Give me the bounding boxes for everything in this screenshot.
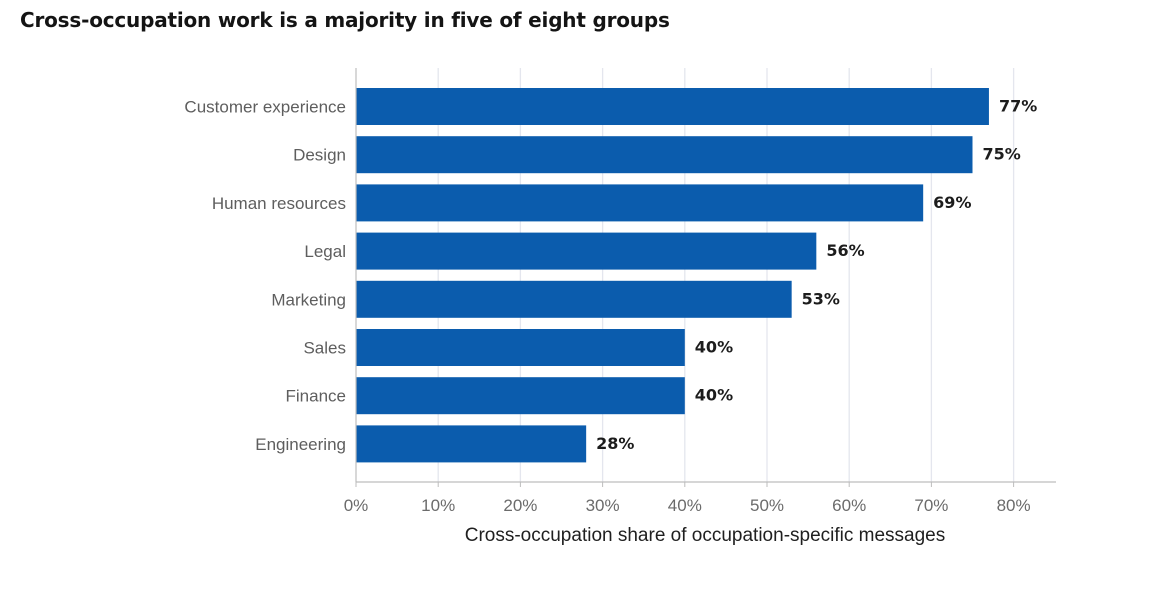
category-label: Human resources [212, 194, 346, 213]
chart-title: Cross-occupation work is a majority in f… [20, 8, 670, 32]
data-label: 53% [802, 289, 840, 308]
category-label: Sales [303, 339, 346, 358]
gridlines [437, 68, 1015, 482]
category-label: Engineering [255, 435, 346, 454]
x-tick-label: 10% [421, 496, 455, 515]
x-tick-label: 70% [914, 496, 948, 515]
category-label: Legal [304, 242, 346, 261]
x-tick-label: 20% [503, 496, 537, 515]
data-label: 40% [695, 386, 733, 405]
data-label: 56% [826, 241, 864, 260]
bar [356, 377, 685, 415]
bars [356, 88, 989, 463]
category-label: Finance [286, 387, 346, 406]
x-axis-title: Cross-occupation share of occupation-spe… [465, 525, 946, 546]
bar [356, 329, 685, 366]
x-tick-label: 40% [668, 496, 702, 515]
category-label: Customer experience [184, 98, 346, 117]
x-tick-label: 50% [750, 496, 784, 515]
bar [356, 280, 792, 318]
data-label: 75% [983, 145, 1021, 164]
data-label: 69% [933, 193, 971, 212]
category-label: Design [293, 146, 346, 165]
axes: 0% 10% 20% 30% 40% 50% 60% 70% 80% Customer exper… [184, 68, 1056, 515]
x-tick-label: 60% [832, 496, 866, 515]
category-label: Marketing [271, 290, 346, 309]
bar [356, 88, 989, 125]
bar [356, 136, 973, 174]
data-label: 77% [999, 97, 1037, 116]
x-tick-label: 0% [344, 496, 369, 515]
x-tick-label: 80% [997, 496, 1031, 515]
bar [356, 184, 924, 222]
data-label: 28% [596, 434, 634, 453]
x-tick-label: 30% [586, 496, 620, 515]
bar [356, 425, 587, 463]
data-label: 40% [695, 338, 733, 357]
bar [356, 232, 817, 270]
